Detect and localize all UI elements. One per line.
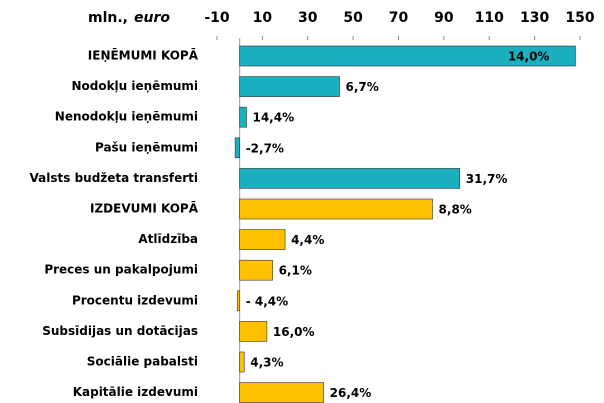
x-tick-label: 150 [565, 10, 594, 26]
bar [239, 229, 286, 250]
bar [239, 45, 576, 67]
x-tick-label: 70 [389, 10, 409, 26]
x-tick-label: 50 [343, 10, 363, 26]
bar [239, 259, 273, 281]
category-label: Kapitālie izdevumi [73, 385, 198, 399]
bar-annotation: 14,0% [508, 50, 550, 64]
bar [239, 76, 340, 97]
bar-annotation: 6,1% [279, 264, 312, 278]
bar-annotation: 16,0% [273, 325, 315, 339]
bar [239, 198, 433, 220]
category-label: Valsts budžeta transferti [30, 171, 198, 185]
x-tick-label: 90 [434, 10, 454, 26]
bar-annotation: 4,3% [250, 356, 283, 370]
x-tick-label: 10 [253, 10, 273, 26]
x-tick-label: -10 [204, 10, 230, 26]
bar-annotation: 26,4% [330, 386, 372, 400]
bar-annotation: 8,8% [439, 203, 472, 217]
x-tick-label: 130 [520, 10, 549, 26]
category-label: Sociālie pabalsti [87, 355, 198, 369]
x-tick-label: 110 [475, 10, 504, 26]
category-label: IEŅĒMUMI KOPĀ [88, 49, 199, 63]
bar [234, 137, 240, 159]
unit-label: mln., [88, 10, 128, 26]
category-label: Nenodokļu ieņēmumi [55, 110, 198, 124]
category-label: Procentu izdevumi [72, 293, 198, 307]
x-tick-label: 30 [298, 10, 318, 26]
category-label: Nodokļu ieņēmumi [71, 79, 198, 93]
bar [239, 168, 461, 189]
bar-annotation: 14,4% [252, 111, 294, 125]
category-label: Preces un pakalpojumi [44, 263, 198, 277]
bar-annotation: -2,7% [246, 141, 284, 155]
bar [239, 382, 324, 403]
bar [237, 290, 240, 312]
bar [239, 106, 247, 128]
bar-annotation: 4,4% [291, 233, 324, 247]
category-label: Pašu ieņēmumi [95, 140, 198, 154]
bar [239, 321, 268, 342]
category-label: IZDEVUMI KOPĀ [90, 202, 199, 216]
unit-label-italic: euro [134, 10, 170, 26]
bar [239, 351, 245, 373]
bar-annotation: - 4,4% [246, 294, 288, 308]
bar-annotation: 31,7% [466, 172, 508, 186]
bar-annotation: 6,7% [346, 80, 379, 94]
category-label: Atlīdzība [138, 232, 198, 246]
category-label: Subsīdijas un dotācijas [42, 324, 198, 338]
